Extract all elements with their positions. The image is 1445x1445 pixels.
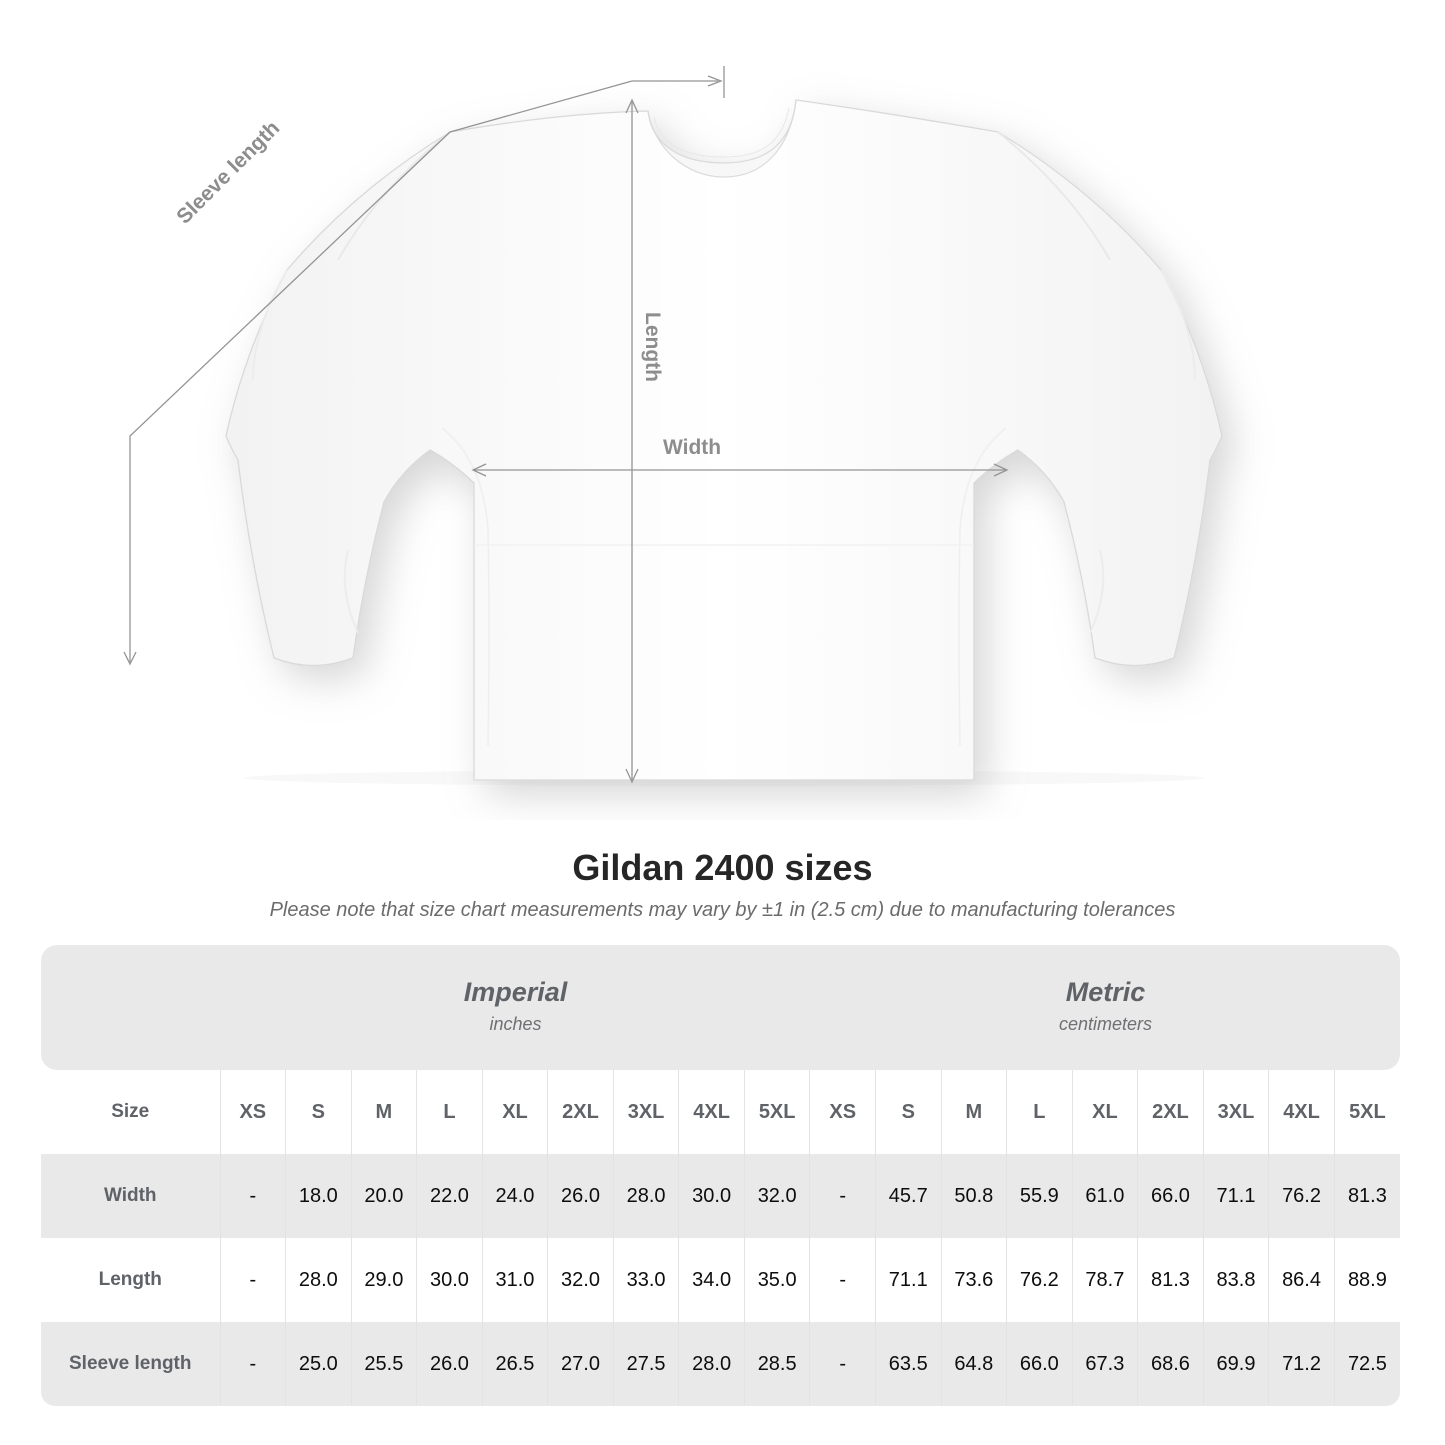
svg-text:Width: Width bbox=[663, 436, 721, 459]
svg-text:Length: Length bbox=[641, 312, 664, 382]
svg-text:Sleeve length: Sleeve length bbox=[172, 117, 284, 229]
